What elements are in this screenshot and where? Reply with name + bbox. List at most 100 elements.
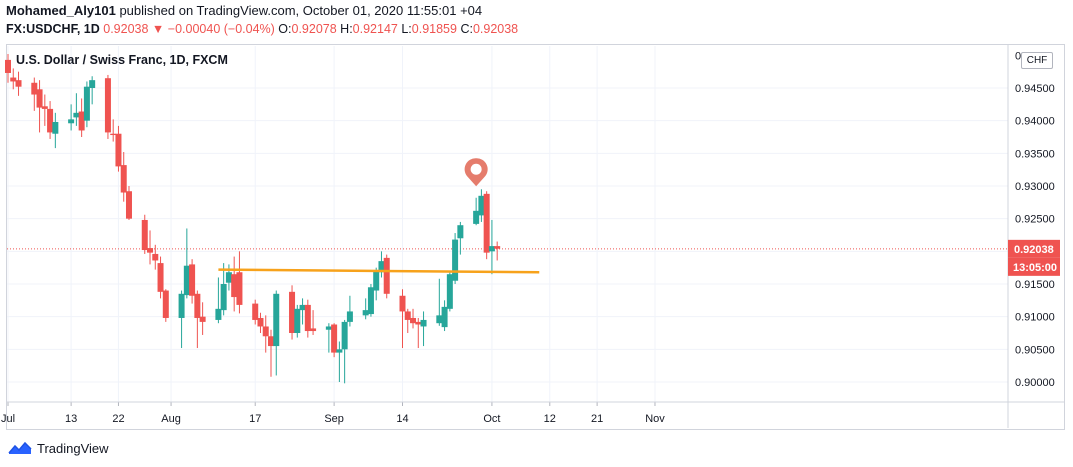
candle-body xyxy=(336,349,343,353)
candle-down xyxy=(36,80,43,133)
location-pin-icon xyxy=(464,158,488,187)
candle-body xyxy=(220,284,227,311)
high-label: H: xyxy=(340,22,353,36)
candle-down xyxy=(78,98,85,137)
candle-body xyxy=(494,246,501,249)
candle-body xyxy=(162,290,169,318)
candle-up xyxy=(362,298,369,320)
candle-body xyxy=(478,195,485,216)
countdown-badge-bg xyxy=(1008,257,1060,276)
close-value: 0.92038 xyxy=(472,22,519,36)
candle-body xyxy=(378,261,385,273)
candle-up xyxy=(441,300,448,332)
candle-body xyxy=(36,89,43,108)
candle-down xyxy=(157,256,164,299)
candle-up xyxy=(420,311,427,347)
candle-body xyxy=(10,77,17,82)
candle-body xyxy=(404,311,411,320)
candle-down xyxy=(262,315,269,353)
publish-line: Mohamed_Aly101 published on TradingView.… xyxy=(6,2,1066,20)
candle-up xyxy=(346,295,353,327)
candle-body xyxy=(420,319,427,327)
change-value: −0.00040 (−0.04%) xyxy=(167,22,275,36)
candle-down xyxy=(10,68,17,90)
candle-up xyxy=(178,290,185,349)
candle-body xyxy=(252,303,259,320)
candle-up xyxy=(488,219,495,275)
candles xyxy=(5,54,501,384)
candle-body xyxy=(120,165,127,193)
candle-body xyxy=(41,106,48,109)
price-tick-label: 0.93000 xyxy=(1015,181,1055,193)
candle-down xyxy=(120,152,127,202)
time-tick-label: Jul xyxy=(1,413,15,425)
candle-body xyxy=(115,133,122,167)
candle-up xyxy=(215,277,222,324)
time-tick-label: 22 xyxy=(112,413,124,425)
candle-body xyxy=(189,264,196,296)
candle-down xyxy=(31,77,38,111)
price-tick-label: 0.91000 xyxy=(1015,312,1055,324)
candle-body xyxy=(299,304,306,311)
candle-body xyxy=(367,287,374,315)
symbol-label: FX:USDCHF, 1D xyxy=(6,22,100,36)
candle-body xyxy=(325,326,332,330)
down-arrow-icon: ▼ xyxy=(151,22,165,36)
support-trendline xyxy=(218,268,540,274)
countdown-value: 13:05:00 xyxy=(1013,262,1057,274)
candle-body xyxy=(83,86,90,121)
candle-up xyxy=(225,264,232,291)
candle-up xyxy=(83,81,90,128)
price-tick-label: 0.94000 xyxy=(1015,116,1055,128)
candle-up xyxy=(89,76,96,105)
last-price-value: 0.92038 xyxy=(1014,244,1054,256)
candle-body xyxy=(410,317,417,324)
candle-body xyxy=(215,308,222,320)
candle-body xyxy=(399,295,406,312)
candle-down xyxy=(483,191,490,260)
candle-up xyxy=(341,319,348,384)
candle-body xyxy=(199,316,206,322)
candle-down xyxy=(104,74,111,139)
high-value: 0.92147 xyxy=(352,22,398,36)
time-tick-label: 13 xyxy=(65,413,77,425)
candle-up xyxy=(68,104,75,131)
candle-up xyxy=(378,251,385,278)
candle-down xyxy=(147,230,154,265)
candle-down xyxy=(15,71,22,96)
ohlc-line: FX:USDCHF, 1D 0.92038 ▼ −0.00040 (−0.04%… xyxy=(6,20,1066,38)
candle-down xyxy=(415,317,422,349)
candle-down xyxy=(383,254,390,299)
candle-body xyxy=(231,274,238,298)
candle-down xyxy=(304,299,311,338)
price-axis[interactable]: 0.900000.905000.910000.915000.920000.925… xyxy=(1007,45,1060,428)
candle-down xyxy=(194,290,201,349)
candle-body xyxy=(488,246,495,252)
candle-body xyxy=(141,219,148,251)
candle-body xyxy=(15,80,22,87)
candle-down xyxy=(110,119,117,142)
tradingview-brand[interactable]: TradingView xyxy=(37,440,109,456)
time-tick-label: 12 xyxy=(544,413,556,425)
candle-body xyxy=(89,80,96,88)
candle-up xyxy=(373,267,380,301)
currency-button[interactable]: CHF xyxy=(1021,52,1053,69)
time-tick-label: Oct xyxy=(483,413,500,425)
candle-up xyxy=(336,341,343,382)
candle-body xyxy=(31,82,38,95)
pin-dot xyxy=(470,163,482,175)
candle-body xyxy=(436,315,443,324)
price-tick-label: 0.91500 xyxy=(1015,279,1055,291)
chart-title: U.S. Dollar / Swiss Franc, 1D, FXCM xyxy=(16,53,228,67)
last-price-badge-bg xyxy=(1008,239,1060,258)
candle-body xyxy=(110,133,117,136)
candle-body xyxy=(262,326,269,337)
candle-body xyxy=(5,59,11,73)
footer: TradingView xyxy=(8,440,109,456)
time-axis[interactable]: Jul 13 22 Aug 17 Sep 14 Oct 12 21 Nov xyxy=(1,401,1065,425)
author-name[interactable]: Mohamed_Aly101 xyxy=(6,3,116,18)
close-label: C: xyxy=(460,22,473,36)
candle-up xyxy=(367,284,374,317)
candle-up xyxy=(325,323,332,353)
